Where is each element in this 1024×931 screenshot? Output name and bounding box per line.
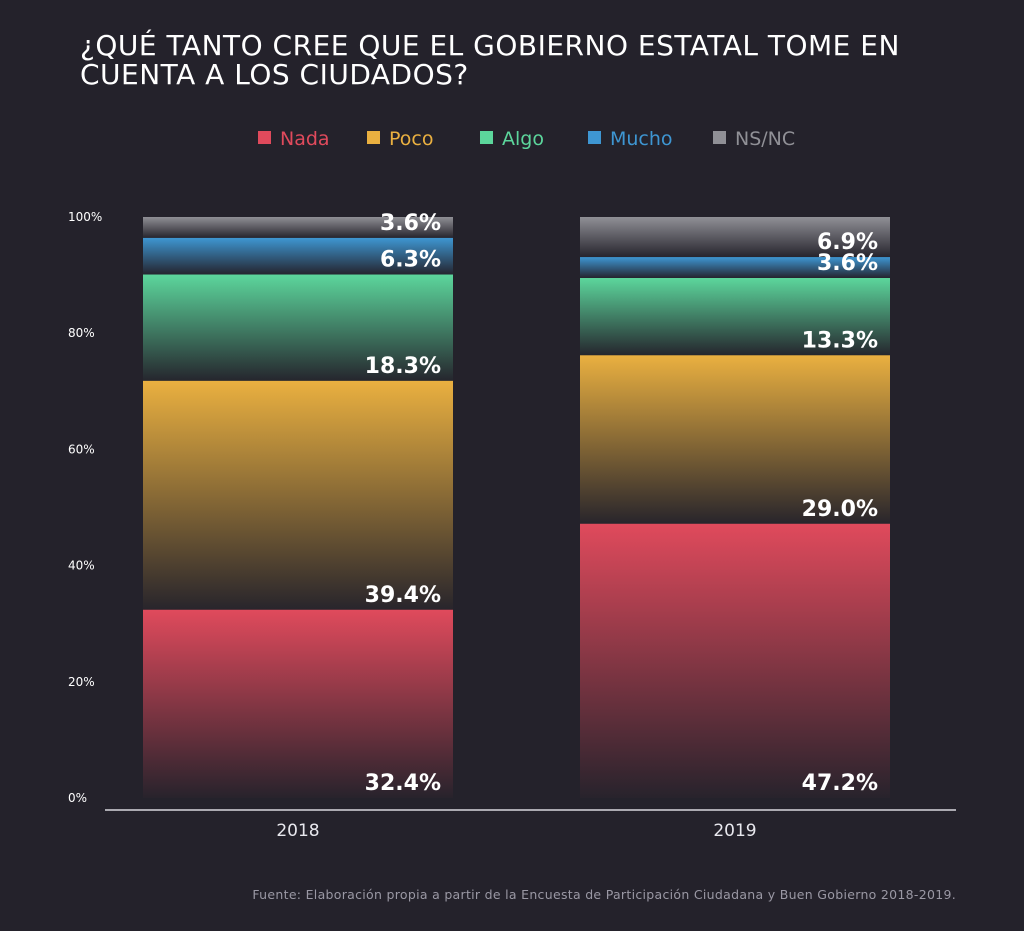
x-tick-label-2018: 2018: [276, 821, 319, 841]
bar-ns-nc-2019: [580, 217, 890, 258]
y-tick-label-0: 0%: [68, 791, 87, 805]
chart-title: ¿QUÉ TANTO CREE QUE EL GOBIERNO ESTATAL …: [80, 28, 900, 91]
legend-label-ns-nc: NS/NC: [735, 128, 795, 150]
value-label-mucho-2019: 3.6%: [817, 251, 878, 276]
y-tick-label-40: 40%: [68, 559, 95, 573]
y-tick-label-60: 60%: [68, 442, 95, 456]
value-label-ns-nc-2018: 3.6%: [380, 211, 441, 236]
bars: [143, 217, 890, 798]
legend-label-mucho: Mucho: [610, 128, 673, 150]
legend-swatch-ns-nc: [713, 131, 726, 144]
value-label-mucho-2018: 6.3%: [380, 248, 441, 273]
legend-swatch-mucho: [588, 131, 601, 144]
value-label-algo-2018: 18.3%: [365, 354, 441, 379]
bar-nada-2019: [580, 523, 890, 798]
legend-swatch-poco: [367, 131, 380, 144]
bar-mucho-2018: [143, 237, 453, 275]
legend-label-poco: Poco: [389, 128, 433, 150]
value-label-algo-2019: 13.3%: [802, 328, 878, 353]
value-label-poco-2019: 29.0%: [802, 497, 878, 522]
legend: Nada Poco Algo Mucho NS/NC: [258, 128, 795, 150]
chart-title-line-1: ¿QUÉ TANTO CREE QUE EL GOBIERNO ESTATAL …: [80, 28, 900, 62]
chart-title-line-2: CUENTA A LOS CIUDADOS?: [80, 58, 469, 91]
bar-algo-2019: [580, 278, 890, 356]
bar-poco-2018: [143, 380, 453, 610]
y-tick-label-100: 100%: [68, 210, 102, 224]
source-note: Fuente: Elaboración propia a partir de l…: [252, 887, 956, 902]
value-label-poco-2018: 39.4%: [365, 583, 441, 608]
value-label-nada-2018: 32.4%: [365, 771, 441, 796]
y-tick-label-80: 80%: [68, 326, 95, 340]
y-axis: 0% 20% 40% 60% 80% 100%: [68, 210, 102, 805]
data-labels: 32.4% 39.4% 18.3% 6.3% 3.6% 47.2% 29.0% 13.3% 3.…: [365, 211, 878, 796]
legend-label-nada: Nada: [280, 128, 330, 150]
x-axis: 2018 2019: [276, 821, 756, 841]
legend-label-algo: Algo: [502, 128, 544, 150]
x-tick-label-2019: 2019: [713, 821, 756, 841]
legend-swatch-algo: [480, 131, 493, 144]
y-tick-label-20: 20%: [68, 675, 95, 689]
bar-mucho-2019: [580, 257, 890, 279]
bar-ns-nc-2018: [143, 217, 453, 238]
value-label-nada-2019: 47.2%: [802, 771, 878, 796]
bar-algo-2018: [143, 274, 453, 381]
bar-poco-2019: [580, 355, 890, 524]
value-label-ns-nc-2019: 6.9%: [817, 230, 878, 255]
legend-swatch-nada: [258, 131, 271, 144]
bar-nada-2018: [143, 609, 453, 798]
